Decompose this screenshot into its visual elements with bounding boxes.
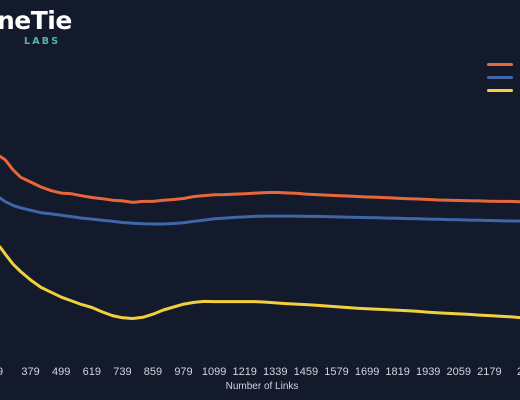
legend-swatch xyxy=(487,89,513,92)
x-tick-label: 379 xyxy=(21,366,39,378)
brand-logo: neTie LABS xyxy=(0,6,80,50)
brand-name: neTie xyxy=(0,6,72,35)
x-axis-title: Number of Links xyxy=(226,381,299,392)
x-tick-label: 1339 xyxy=(263,366,287,378)
x-tick-label: 979 xyxy=(174,366,192,378)
x-tick-label: 859 xyxy=(144,366,162,378)
brand-sub: LABS xyxy=(24,36,61,47)
series-line-3 xyxy=(0,245,520,320)
x-tick-label: 2 xyxy=(517,366,520,378)
x-tick-label: 1099 xyxy=(202,366,226,378)
x-tick-label: 1699 xyxy=(355,366,379,378)
x-tick-label: 1579 xyxy=(324,366,348,378)
x-tick-label: 619 xyxy=(83,366,101,378)
legend-swatch xyxy=(487,76,513,79)
legend-item xyxy=(487,71,520,84)
x-tick-label: 9 xyxy=(0,366,3,378)
x-tick-label: 499 xyxy=(52,366,70,378)
legend-item xyxy=(487,84,520,97)
series-line-1 xyxy=(0,154,520,204)
x-tick-label: 1219 xyxy=(232,366,256,378)
series-lines xyxy=(0,154,520,320)
x-tick-label: 1459 xyxy=(294,366,318,378)
legend-swatch xyxy=(487,63,513,66)
x-tick-label: 2059 xyxy=(447,366,471,378)
x-axis-ticks: 9 379 499 619 739 859 979 1099 1219 1339 1459 1579 1… xyxy=(0,366,520,378)
chart-legend xyxy=(487,58,520,97)
x-tick-label: 1819 xyxy=(385,366,409,378)
series-line-2 xyxy=(0,196,520,226)
legend-item xyxy=(487,58,520,71)
x-tick-label: 1939 xyxy=(416,366,440,378)
x-tick-label: 739 xyxy=(113,366,131,378)
x-tick-label: 2179 xyxy=(477,366,501,378)
